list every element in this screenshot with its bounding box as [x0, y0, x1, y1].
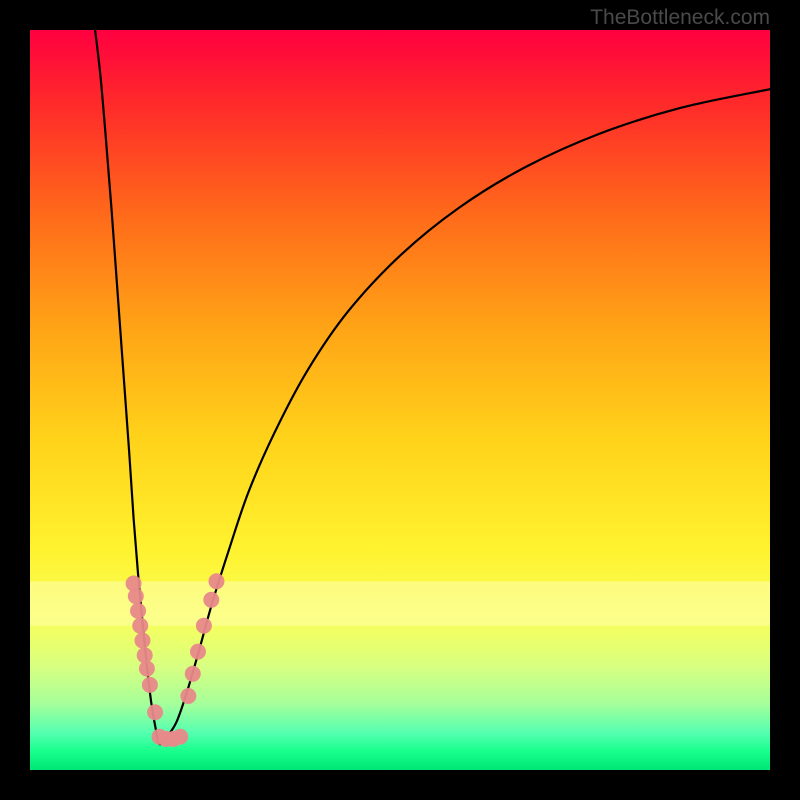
marker-dot: [128, 589, 143, 604]
marker-dot: [185, 666, 200, 681]
chart-outer-frame: TheBottleneck.com: [0, 0, 800, 800]
curve-layer: [30, 30, 770, 770]
marker-group: [126, 574, 224, 747]
watermark-text: TheBottleneck.com: [590, 6, 770, 30]
marker-dot: [137, 648, 152, 663]
marker-dot: [196, 618, 211, 633]
bottleneck-v-curve: [95, 30, 770, 744]
marker-dot: [135, 633, 150, 648]
marker-dot: [139, 661, 154, 676]
marker-dot: [173, 729, 188, 744]
marker-dot: [133, 618, 148, 633]
marker-dot: [209, 574, 224, 589]
marker-dot: [142, 677, 157, 692]
marker-dot: [190, 644, 205, 659]
marker-dot: [181, 689, 196, 704]
plot-area: [30, 30, 770, 770]
marker-dot: [204, 592, 219, 607]
marker-dot: [148, 705, 163, 720]
marker-dot: [131, 603, 146, 618]
